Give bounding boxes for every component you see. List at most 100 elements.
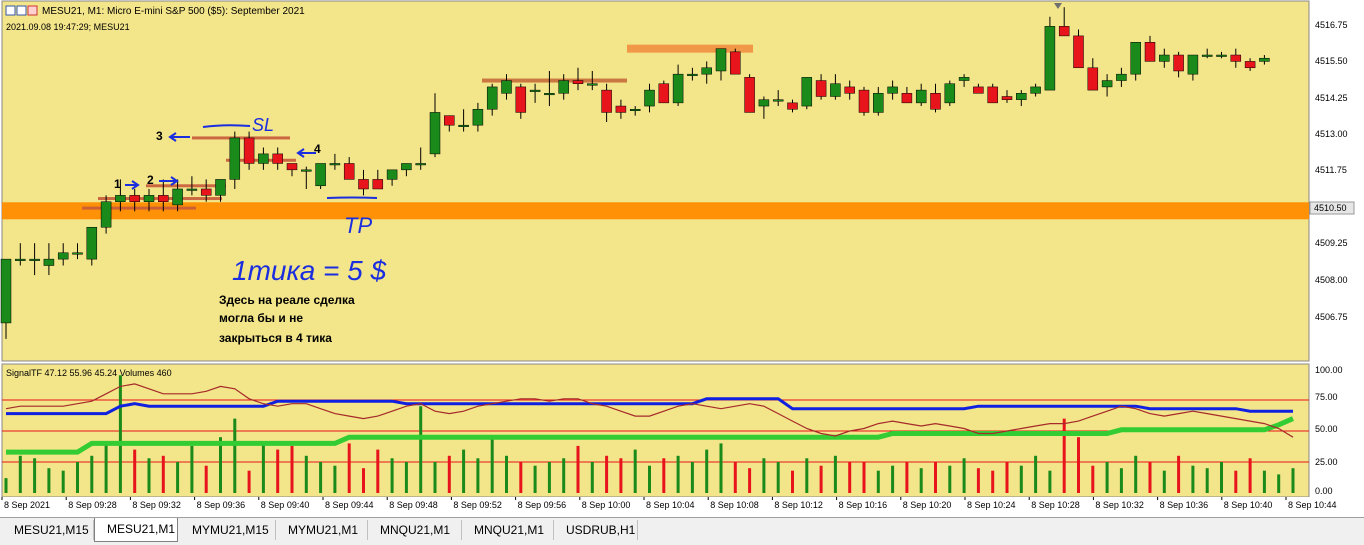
order-level-line: [146, 184, 226, 188]
candle-body: [15, 258, 26, 261]
arrow-4-icon: [296, 148, 316, 158]
time-label: 8 Sep 10:12: [774, 500, 823, 510]
indicator-label: 75.00: [1315, 392, 1338, 402]
chart-type-icon[interactable]: [27, 5, 38, 16]
candle-body: [1244, 61, 1256, 69]
indicator-label: 0.00: [1315, 486, 1333, 496]
candle-body: [844, 86, 855, 94]
window-icon[interactable]: [5, 5, 16, 16]
candle-body: [1058, 26, 1070, 37]
candle-body: [944, 83, 956, 104]
candle-body: [43, 258, 55, 266]
chart-tab-bar: MESU21,M15 MESU21,M1 MYMU21,M15 MYMU21,M…: [0, 517, 1364, 545]
candle-body: [115, 195, 126, 202]
candle-body: [429, 112, 441, 155]
candle-body: [644, 89, 655, 107]
time-axis-panel: [0, 497, 1364, 517]
time-label: 8 Sep 09:28: [68, 500, 117, 510]
candle-body: [1230, 54, 1242, 62]
chart-tab[interactable]: USDRUB,H1: [554, 520, 638, 540]
candle-body: [72, 252, 83, 255]
candle-body: [572, 80, 584, 84]
price-label: 4511.75: [1315, 165, 1347, 175]
candle-body: [658, 83, 670, 104]
candle-body: [529, 89, 541, 92]
indicator-label: 25.00: [1315, 457, 1338, 467]
candle-body: [715, 48, 727, 72]
tick-value-note: 1тика = 5 $: [232, 255, 387, 286]
chart-tab[interactable]: MNQU21,M1: [462, 520, 554, 540]
chart-window: MESU21, M1: Micro E-mini S&P 500 ($5): S…: [0, 0, 1364, 517]
indicator-plot: [2, 375, 1309, 493]
candle-body: [86, 226, 98, 260]
time-label: 8 Sep 10:32: [1095, 500, 1144, 510]
candle-body: [458, 124, 469, 127]
order-level-line: [82, 206, 196, 210]
chart-tab[interactable]: MESU21,M15: [2, 520, 94, 540]
indicator-label: 100.00: [1315, 365, 1343, 375]
indicator-label: 50.00: [1315, 424, 1338, 434]
price-label: 4515.50: [1315, 56, 1348, 66]
candle-body: [815, 80, 827, 97]
arrow-1-icon: [125, 180, 140, 190]
candle-body: [301, 169, 312, 172]
candle-body: [501, 80, 512, 94]
candle-body: [744, 77, 755, 113]
candle-body: [29, 258, 40, 261]
candle-body: [1073, 35, 1084, 69]
candle-body: [830, 83, 841, 97]
chart-header-icons[interactable]: [5, 5, 38, 16]
price-axis: 4516.75 4515.50 4514.25 4513.00 4511.75 …: [1054, 3, 1355, 322]
price-level-band: [2, 202, 1309, 220]
chart-tab[interactable]: MNQU21,M1: [368, 520, 462, 540]
time-label: 8 Sep 10:00: [582, 500, 631, 510]
chart-tab-active[interactable]: MESU21,M1: [94, 518, 178, 542]
candle-body: [973, 86, 984, 94]
annotation-number-1: 1: [114, 177, 121, 191]
time-label: 8 Sep 10:04: [646, 500, 695, 510]
chart-symbol-title: MESU21, M1: Micro E-mini S&P 500 ($5): S…: [42, 6, 305, 17]
signal-blue-line: [6, 397, 1293, 416]
candle-body: [472, 108, 484, 126]
candle-body: [200, 188, 212, 196]
candle-body: [1116, 73, 1127, 81]
candle-body: [887, 86, 898, 94]
time-label: 8 Sep 09:36: [197, 500, 246, 510]
main-chart-area[interactable]: [1, 0, 1310, 362]
candle-body: [1130, 42, 1141, 75]
candle-body: [958, 77, 970, 81]
candle-body: [1173, 54, 1184, 72]
candle-body: [272, 153, 283, 164]
time-label: 8 Sep 09:44: [325, 500, 374, 510]
candle-body: [601, 89, 612, 113]
candle-body: [701, 67, 712, 75]
candle-body: [1187, 54, 1199, 75]
candle-body: [0, 258, 12, 324]
time-label: 8 Sep 10:40: [1224, 500, 1273, 510]
comment-line-2: могла бы и не: [219, 311, 303, 325]
time-label: 8 Sep 10:28: [1031, 500, 1080, 510]
chart-tab[interactable]: MYMU21,M15: [180, 520, 276, 540]
window-icon[interactable]: [16, 5, 27, 16]
candle-body: [57, 252, 69, 260]
time-label: 8 Sep 10:20: [903, 500, 952, 510]
candle-body: [1044, 26, 1056, 91]
chart-tab[interactable]: MYMU21,M1: [276, 520, 368, 540]
candle-body: [386, 169, 398, 180]
candle-body: [158, 195, 169, 202]
candle-body: [1001, 96, 1013, 100]
trade-annotations: 1 2 3 4 SL TP 1тика = 5 $ Здесь на реале…: [114, 115, 387, 345]
candles: [0, 7, 1270, 339]
time-label: 8 Sep 09:56: [518, 500, 567, 510]
candle-body: [258, 153, 269, 164]
candle-body: [444, 115, 455, 126]
candle-body: [1101, 80, 1113, 88]
take-profit-line: [326, 196, 378, 199]
price-label: 4514.25: [1315, 93, 1348, 103]
comment-line-3: закрыться в 4 тика: [219, 331, 332, 345]
time-label: 8 Sep 09:40: [261, 500, 310, 510]
candle-body: [858, 89, 870, 113]
candle-body: [558, 80, 569, 94]
price-axis-panel: [1310, 0, 1364, 497]
price-label: 4506.75: [1315, 312, 1348, 322]
